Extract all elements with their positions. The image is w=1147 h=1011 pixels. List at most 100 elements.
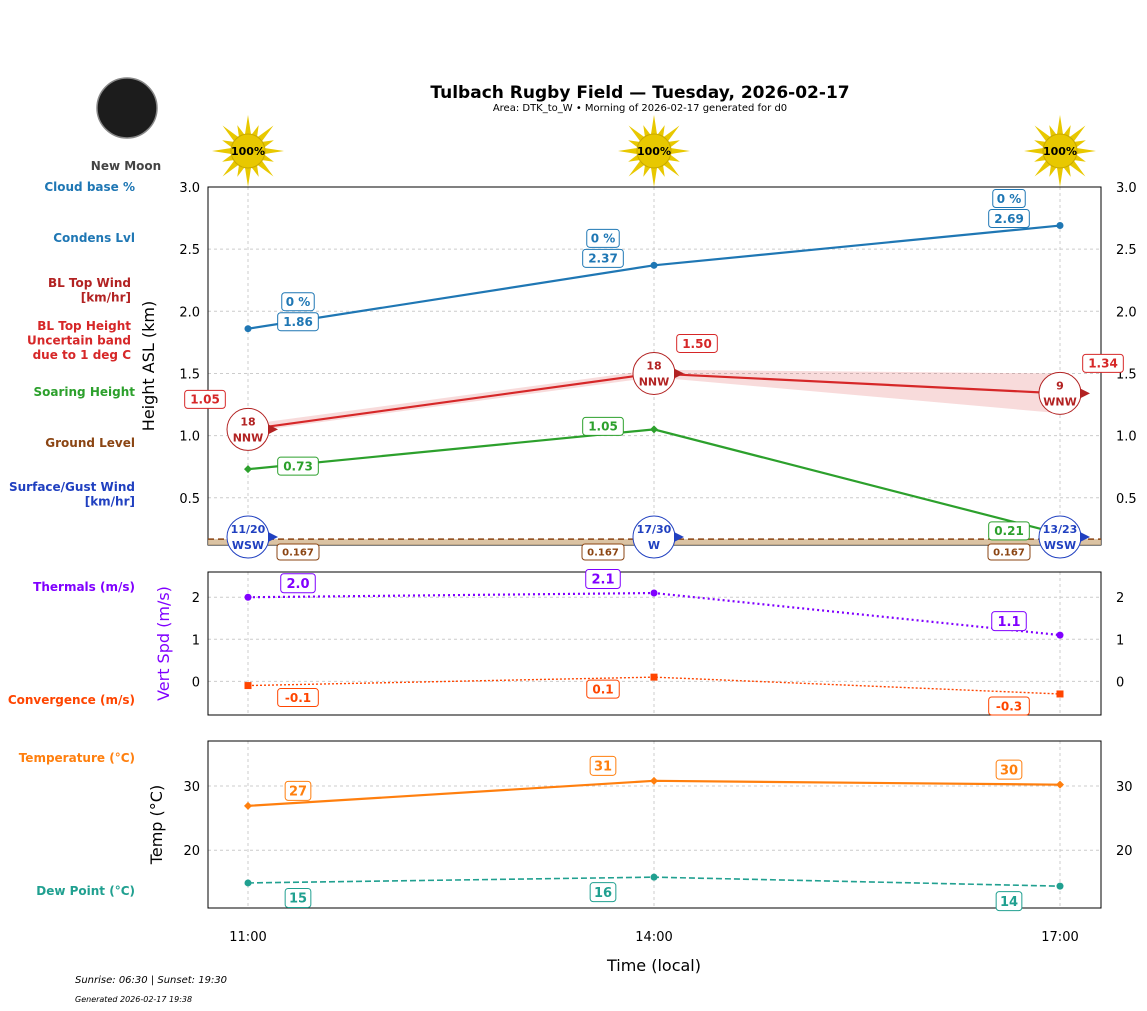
surface-wind-arrow-icon: [1080, 532, 1090, 542]
soaring-point: [244, 465, 252, 474]
thermals-label-box: [991, 611, 1027, 632]
y-tick-label: 2.5: [179, 243, 200, 258]
y-tick-label: 3.0: [179, 181, 200, 196]
row-label: BL Top Height: [37, 319, 131, 333]
ground-level-label: 0.167: [993, 548, 1025, 559]
temperature-point: [1056, 780, 1064, 789]
soaring-label-box: [277, 456, 319, 476]
bl-wind-arrow-icon: [1080, 388, 1090, 399]
convergence-point: [650, 673, 658, 681]
y-tick-label: 1.5: [179, 367, 200, 382]
row-label: Ground Level: [45, 436, 135, 450]
sun-ray: [244, 166, 252, 187]
sun-ray: [628, 159, 646, 177]
x-tick-label: 14:00: [635, 930, 672, 945]
y-tick-label-right: 3.0: [1116, 181, 1137, 196]
temperature-label-box: [995, 759, 1023, 780]
sun-ray: [628, 125, 646, 143]
cloud-base-label: 0 %: [997, 192, 1022, 206]
bl-wind-direction: WNW: [1043, 395, 1076, 408]
y-tick-label: 1.0: [179, 430, 200, 445]
row-label: [km/hr]: [81, 291, 131, 305]
condens-point: [1056, 222, 1064, 230]
x-tick-label: 17:00: [1041, 930, 1078, 945]
y-tick-label: 30: [183, 780, 200, 795]
thermals-label: 2.1: [591, 573, 614, 588]
condens-point: [244, 325, 252, 333]
y-tick-label: 1: [192, 633, 200, 648]
bl-wind-arrow-icon: [268, 424, 278, 435]
sun-ray: [662, 125, 680, 143]
bl-wind-speed: 18: [240, 415, 255, 428]
sun-ray: [256, 159, 274, 177]
sun-ray: [244, 115, 252, 136]
condens-label: 2.69: [994, 212, 1024, 226]
cloud-base-label-box: [281, 292, 315, 312]
convergence-label: -0.3: [996, 699, 1022, 713]
thermals-label: 1.1: [997, 615, 1020, 630]
x-tick-label: 11:00: [229, 930, 266, 945]
sun-ray: [222, 159, 240, 177]
convergence-label-box: [988, 696, 1030, 716]
sun-icon: [1024, 115, 1096, 187]
surface-wind-speed: 13/23: [1043, 523, 1078, 536]
sun-ray: [256, 125, 274, 143]
surface-wind-arrow-icon: [674, 532, 684, 542]
plot-frame: [207, 740, 1102, 909]
soaring-label: 0.73: [283, 459, 313, 473]
y-axis-label: Temp (°C): [147, 785, 166, 865]
y-axis-label: Height ASL (km): [139, 301, 158, 431]
y-tick-label: 2: [192, 591, 200, 606]
cloud-base-label: 0 %: [591, 232, 616, 246]
row-label: Temperature (°C): [19, 751, 135, 765]
sun-ray: [1056, 166, 1064, 187]
ground-level-label-box: [581, 543, 625, 561]
sun-ray: [1024, 147, 1045, 155]
thermals-point: [650, 589, 658, 597]
condens-label-box: [582, 248, 624, 268]
soaring-label: 0.21: [994, 524, 1024, 538]
row-label: BL Top Wind: [48, 276, 131, 290]
dew_point-point: [244, 879, 252, 887]
y-axis-label: Vert Spd (m/s): [154, 586, 173, 701]
surface-wind-direction: WSW: [1044, 539, 1076, 552]
sun-cover-label: 100%: [637, 145, 671, 158]
sun-ray: [650, 115, 658, 136]
row-label: [km/hr]: [85, 495, 135, 509]
bl-top-label: 1.34: [1088, 357, 1118, 371]
row-label: Condens Lvl: [53, 231, 135, 245]
soaring-label-box: [988, 521, 1030, 541]
y-tick-label-right: 2.0: [1116, 305, 1137, 320]
bl-top-label: 1.05: [190, 393, 220, 407]
sun-times: Sunrise: 06:30 | Sunset: 19:30: [75, 975, 228, 986]
surface-wind-speed: 11/20: [231, 523, 266, 536]
convergence-line: [247, 676, 1061, 695]
sun-ray: [1034, 125, 1052, 143]
dew-point-label: 16: [594, 886, 612, 901]
surface-wind-arrow-icon: [268, 532, 278, 542]
thermals-label: 2.0: [286, 577, 309, 592]
row-label: due to 1 deg C: [33, 348, 132, 362]
sun-ray: [212, 147, 233, 155]
convergence-label-box: [277, 688, 319, 708]
bl-wind-arrow-icon: [674, 368, 684, 379]
y-tick-label-right: 20: [1116, 844, 1133, 859]
dew-point-label: 15: [289, 892, 307, 907]
y-tick-label: 0.5: [179, 492, 200, 507]
plot-frame: [207, 571, 1102, 716]
temperature-point: [650, 776, 658, 785]
y-tick-label-right: 1.0: [1116, 430, 1137, 445]
moon-icon: [96, 77, 158, 139]
x-axis-label: Time (local): [606, 956, 701, 975]
sun-ray: [618, 147, 639, 155]
sun-ray: [1056, 115, 1064, 136]
thermals-point: [244, 593, 252, 601]
soaring-label-box: [582, 416, 624, 436]
y-tick-label-right: 2: [1116, 591, 1124, 606]
bl-wind-direction: NNW: [233, 431, 264, 444]
ground-level-label-box: [276, 543, 320, 561]
sun-ray: [662, 159, 680, 177]
bl-wind-speed: 18: [646, 359, 661, 372]
soaring-point: [650, 425, 658, 434]
y-tick-label-right: 0: [1116, 675, 1124, 690]
